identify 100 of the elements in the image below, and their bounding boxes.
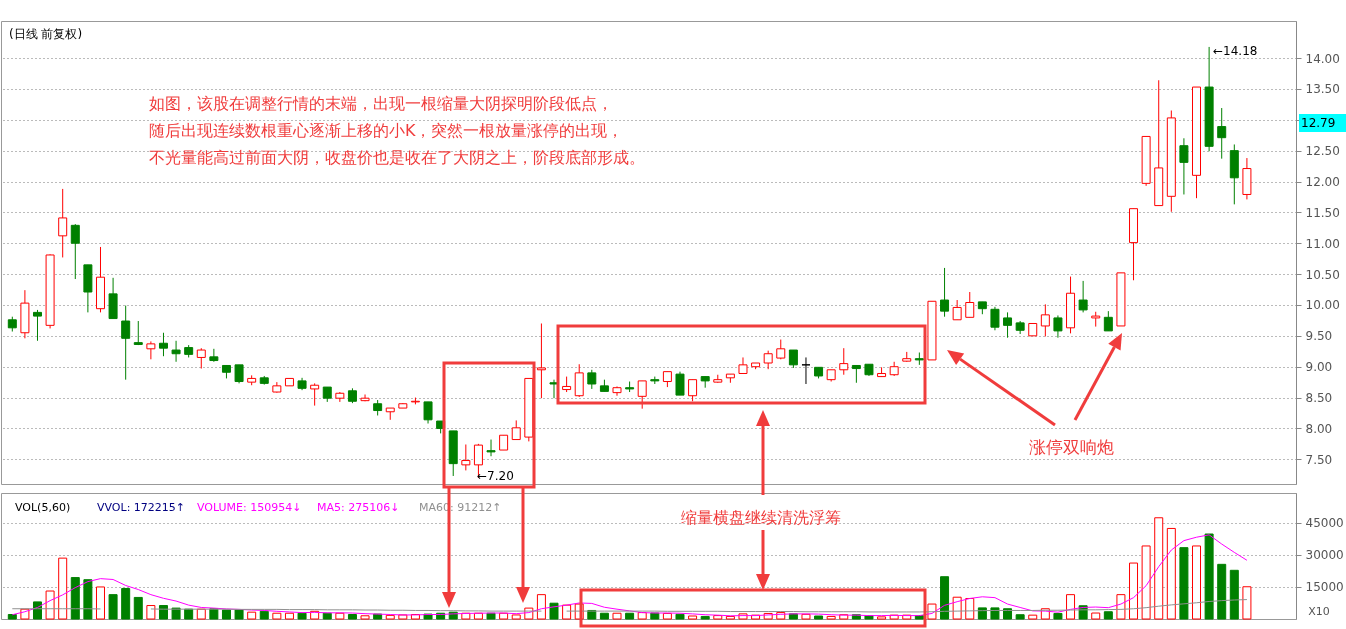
candlestick — [171, 340, 181, 363]
candlestick — [763, 350, 773, 370]
annotation: ←14.18 — [1213, 44, 1258, 58]
bar — [259, 610, 269, 620]
bar — [549, 602, 559, 620]
candlestick — [121, 305, 131, 381]
y-tick-label: 10.00 — [1305, 298, 1340, 313]
bar — [83, 579, 93, 620]
bar — [1103, 611, 1113, 620]
candlestick — [196, 347, 206, 370]
candlestick — [1179, 137, 1189, 195]
y-tick-label: 15000 — [1305, 580, 1344, 595]
candlestick — [675, 371, 685, 396]
candlestick — [360, 393, 370, 402]
candlestick — [146, 340, 156, 360]
annotation: VOL(5,60) — [15, 501, 71, 514]
candlestick — [688, 379, 698, 402]
bar — [322, 612, 332, 620]
y-tick-label: 45000 — [1305, 516, 1344, 531]
bar — [625, 612, 635, 620]
candlestick — [310, 382, 320, 407]
bar — [1053, 612, 1063, 620]
bar — [121, 587, 131, 620]
candlestick — [839, 347, 849, 376]
text: (日线 前复权) — [9, 27, 83, 41]
line-series — [11, 534, 1248, 617]
bar — [234, 609, 244, 620]
candlestick — [574, 363, 584, 398]
candlestick — [511, 419, 521, 441]
candlestick — [1078, 280, 1088, 313]
y-tick-label: 7.50 — [1305, 452, 1333, 467]
candlestick — [1053, 314, 1063, 339]
candlestick — [637, 380, 647, 410]
annotation: 涨停双响炮 — [1028, 437, 1114, 457]
candlestick — [587, 369, 597, 390]
annotation: 缩量横盘继续清洗浮筹 — [681, 508, 841, 527]
y-tick-label: 30000 — [1305, 548, 1344, 563]
annotation: MA5: 275106↓ — [317, 501, 400, 514]
bar — [1003, 608, 1013, 620]
y-tick-label: 11.50 — [1305, 205, 1340, 220]
annotation: VOLUME: 150954↓ — [197, 501, 302, 514]
bar — [1015, 614, 1025, 620]
annotation: 随后出现连续数根重心逐渐上移的小K，突然一根放量涨停的出现， — [149, 121, 624, 140]
bar — [133, 596, 143, 620]
candlestick — [801, 356, 811, 385]
annotation: 不光量能高过前面大阴，收盘价也是收在了大阴之上，阶段底部形成。 — [149, 148, 645, 167]
y-tick-label: 9.00 — [1305, 360, 1333, 375]
candlestick — [1040, 303, 1050, 337]
candlestick — [952, 299, 962, 321]
y-tick-label: 10.50 — [1305, 267, 1340, 282]
bar — [675, 613, 685, 620]
bar — [1217, 563, 1227, 620]
candlestick — [234, 364, 244, 384]
annotation: VVOL: 172215↑ — [97, 501, 186, 514]
candlestick — [209, 348, 219, 363]
annotation: ←7.20 — [477, 469, 514, 483]
bar — [914, 615, 924, 620]
y-tick-label: 14.00 — [1305, 51, 1340, 66]
candlestick — [58, 188, 68, 258]
bar — [599, 612, 609, 620]
bar — [297, 612, 307, 620]
bar — [990, 607, 1000, 620]
annotation: 如图，该股在调整行情的末端，出现一根缩量大阴探明阶段低点， — [149, 94, 613, 113]
y-tick-label: 8.50 — [1305, 391, 1333, 406]
candlestick — [940, 267, 950, 318]
y-tick-label: 11.00 — [1305, 236, 1340, 251]
bar — [700, 615, 710, 620]
bar — [171, 607, 181, 620]
bar — [221, 609, 231, 620]
bar — [1204, 533, 1214, 620]
candlestick — [1103, 310, 1113, 332]
bar — [977, 607, 987, 620]
bar — [70, 577, 80, 620]
candlestick — [1217, 107, 1227, 160]
candlestick — [70, 223, 80, 280]
bar — [1179, 547, 1189, 620]
y-tick-label: 12.00 — [1305, 175, 1340, 190]
y-tick-label: 13.50 — [1305, 82, 1340, 97]
y-tick-label: 12.50 — [1305, 144, 1340, 159]
bar — [209, 608, 219, 620]
bar — [1229, 569, 1239, 620]
candlestick — [158, 332, 168, 357]
candlestick — [536, 322, 546, 399]
candlestick — [33, 309, 42, 342]
candlestick — [461, 443, 471, 471]
bar — [184, 608, 194, 620]
candlestick — [486, 439, 496, 457]
candlestick — [133, 320, 143, 346]
y-tick-label: 9.50 — [1305, 329, 1333, 344]
candlestick — [965, 291, 975, 318]
y-tick-label: 8.00 — [1305, 421, 1333, 436]
bar — [814, 615, 824, 620]
bar — [864, 615, 874, 620]
candlestick — [1003, 311, 1013, 339]
text: 12.79 — [1301, 116, 1336, 130]
candlestick — [549, 379, 559, 399]
text: X10 — [1308, 605, 1330, 618]
candlestick — [990, 306, 1000, 331]
bar — [108, 594, 118, 620]
bar — [940, 576, 950, 620]
